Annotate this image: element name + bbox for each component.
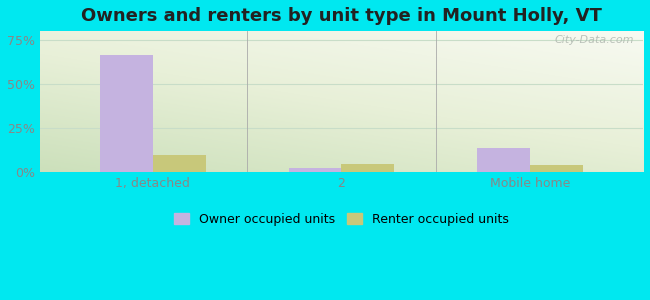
Bar [477, 148, 530, 172]
Bar [530, 165, 583, 172]
Bar [100, 56, 153, 172]
Text: City-Data.com: City-Data.com [554, 35, 634, 45]
Bar [289, 168, 341, 172]
Bar [341, 164, 394, 172]
Legend: Owner occupied units, Renter occupied units: Owner occupied units, Renter occupied un… [174, 212, 509, 226]
Title: Owners and renters by unit type in Mount Holly, VT: Owners and renters by unit type in Mount… [81, 7, 602, 25]
Bar [153, 155, 205, 172]
